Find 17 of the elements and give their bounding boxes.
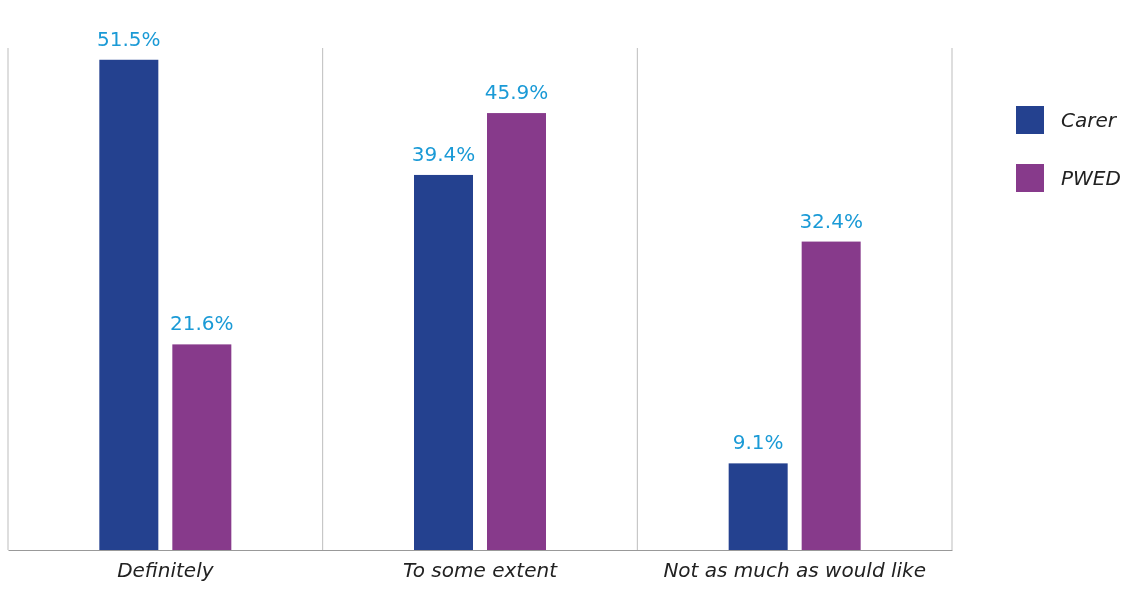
data-label: 21.6% [170,311,234,336]
data-label: 9.1% [732,430,784,455]
legend-label: Carer [1061,108,1118,132]
data-label: 32.4% [799,208,863,233]
bar [487,113,546,550]
data-label: 45.9% [484,80,549,105]
bar [728,463,788,550]
x-tick-label: Not as much as would like [663,558,926,582]
data-label: 39.4% [411,141,476,166]
bar [99,59,159,550]
bar [172,344,232,550]
bar [414,174,473,550]
x-tick-label: To some extent [403,558,559,582]
data-label: 51.5% [97,26,161,51]
x-tick-label: Definitely [117,558,215,582]
legend-label: PWED [1061,166,1121,190]
bar [801,241,861,550]
